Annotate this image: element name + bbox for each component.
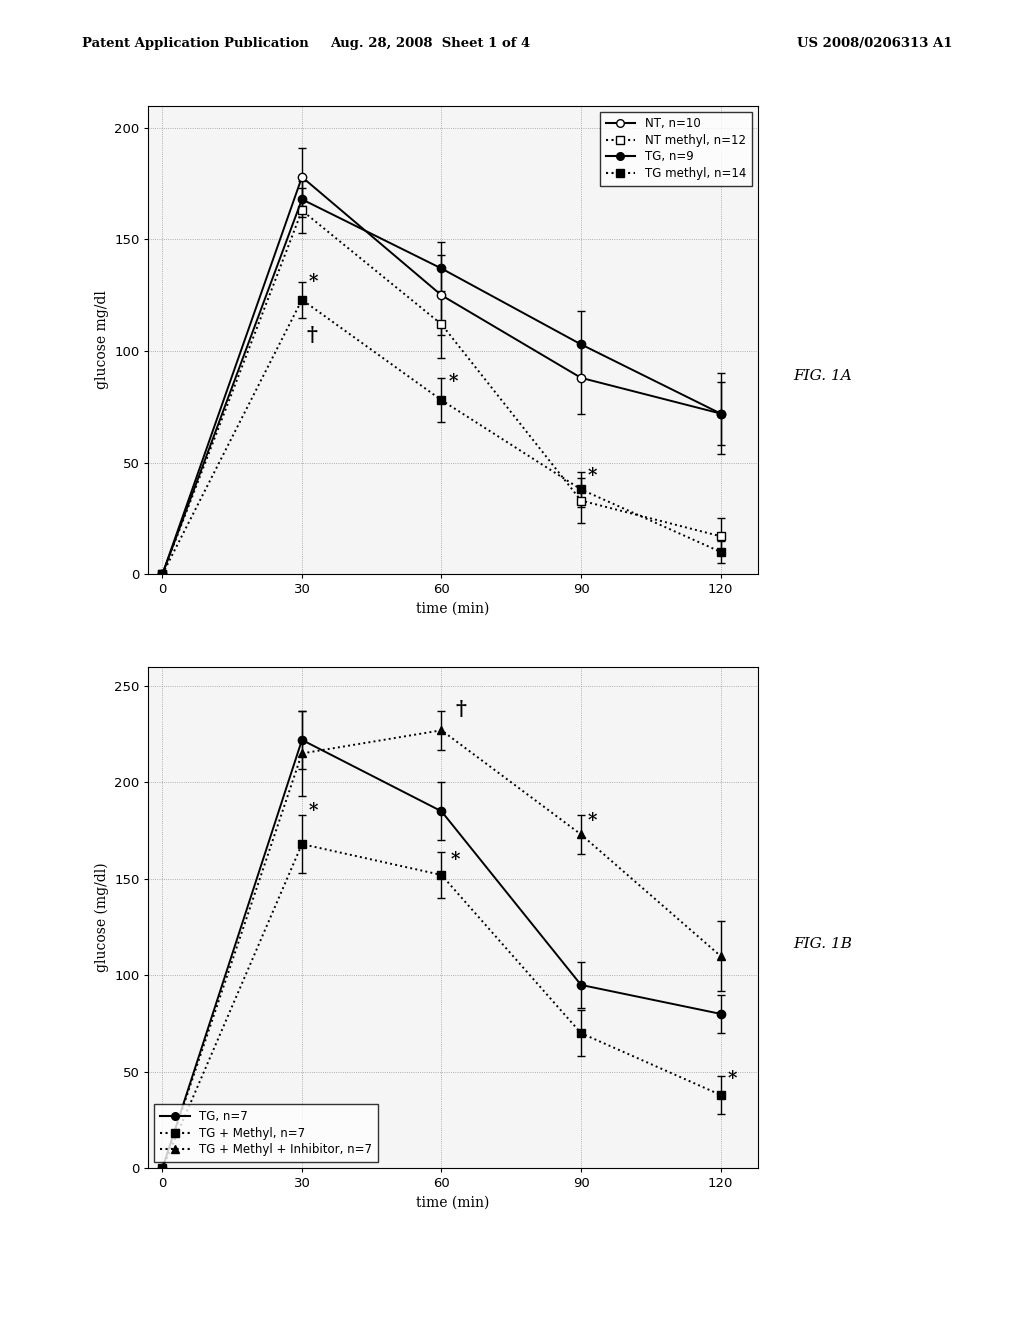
Text: FIG. 1A: FIG. 1A — [794, 370, 852, 383]
X-axis label: time (min): time (min) — [417, 1196, 489, 1210]
Text: Patent Application Publication: Patent Application Publication — [82, 37, 308, 50]
Text: *: * — [309, 803, 318, 820]
Text: US 2008/0206313 A1: US 2008/0206313 A1 — [797, 37, 952, 50]
Text: *: * — [588, 467, 597, 484]
Text: *: * — [588, 812, 597, 830]
Text: Aug. 28, 2008  Sheet 1 of 4: Aug. 28, 2008 Sheet 1 of 4 — [330, 37, 530, 50]
Text: *: * — [309, 273, 318, 290]
Text: *: * — [727, 1071, 737, 1089]
X-axis label: time (min): time (min) — [417, 602, 489, 616]
Text: †: † — [456, 700, 466, 719]
Text: †: † — [306, 326, 317, 346]
Legend: TG, n=7, TG + Methyl, n=7, TG + Methyl + Inhibitor, n=7: TG, n=7, TG + Methyl, n=7, TG + Methyl +… — [155, 1105, 378, 1163]
Text: *: * — [449, 374, 458, 391]
Text: *: * — [451, 850, 460, 869]
Legend: NT, n=10, NT methyl, n=12, TG, n=9, TG methyl, n=14: NT, n=10, NT methyl, n=12, TG, n=9, TG m… — [600, 111, 752, 186]
Text: FIG. 1B: FIG. 1B — [794, 937, 853, 950]
Y-axis label: glucose mg/dl: glucose mg/dl — [94, 290, 109, 389]
Y-axis label: glucose (mg/dl): glucose (mg/dl) — [94, 862, 109, 973]
